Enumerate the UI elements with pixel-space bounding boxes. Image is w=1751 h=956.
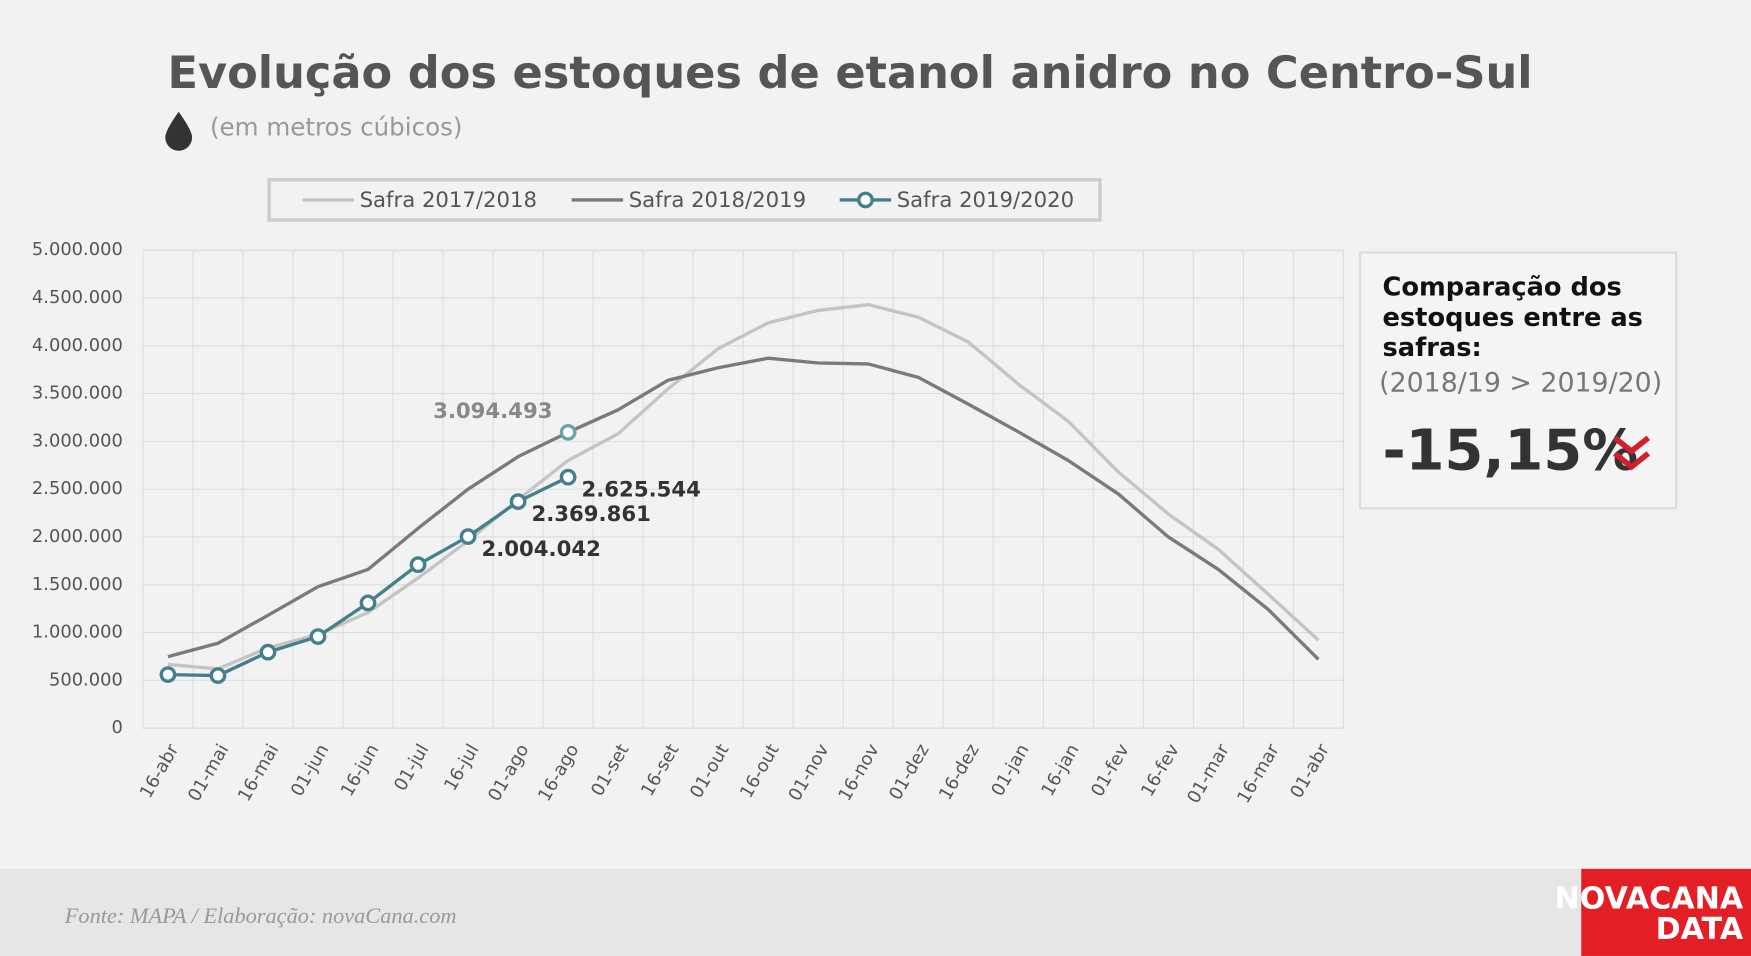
down-chevron (1613, 435, 1651, 455)
y-tick-label: 2.000.000 (32, 526, 123, 547)
panel-note: (2018/19 > 2019/20) (1379, 368, 1662, 399)
marker (459, 528, 477, 545)
y-tick-label: 4.000.000 (32, 335, 123, 356)
marker (259, 643, 277, 661)
panel-change: -15,15% (1382, 419, 1638, 484)
chart-title: Evolução dos estoques de etanol anidro n… (168, 47, 1533, 99)
drop-icon (165, 111, 193, 151)
legend-marker (857, 191, 874, 209)
footer (0, 868, 1751, 956)
data-label: 2.369.861 (531, 502, 650, 527)
legend-items: Safra 2017/2018 Safra 2018/2019 Safra 2019… (302, 188, 1074, 213)
y-tick-label: 2.500.000 (32, 478, 123, 499)
down-chevron (1613, 451, 1651, 471)
y-tick-label: 3.500.000 (32, 383, 123, 404)
panel-heading: estoques entre as (1382, 303, 1642, 333)
panel-heading: Comparação dos (1382, 273, 1621, 303)
y-tick-label: 5.000.000 (32, 239, 123, 260)
footer-source: Fonte: MAPA / Elaboração: novaCana.com (64, 903, 457, 928)
data-label: 2.625.544 (582, 478, 701, 503)
logo-text: DATA (1656, 912, 1744, 947)
logo (1581, 868, 1751, 956)
y-tick-label: 4.500.000 (32, 287, 123, 308)
marker (209, 667, 227, 684)
logo-text: NOVACANA (1555, 882, 1744, 917)
marker (559, 468, 577, 486)
marker (309, 628, 327, 645)
comparison-panel (1359, 251, 1678, 510)
data-label: 3.094.493 (433, 399, 552, 424)
legend-label: Safra 2018/2019 (629, 188, 806, 213)
legend-label: Safra 2017/2018 (360, 188, 537, 213)
marker (509, 493, 527, 510)
y-tick-label: 500.000 (49, 669, 123, 690)
series-line (167, 356, 1320, 661)
marker (409, 556, 427, 574)
marker (359, 594, 377, 612)
panel-heading: safras: (1382, 333, 1481, 363)
data-label: 2.004.042 (481, 537, 600, 562)
y-tick-label: 0 (111, 717, 122, 738)
legend (267, 178, 1102, 222)
marker (159, 666, 177, 683)
legend-label: Safra 2019/2020 (897, 188, 1074, 213)
y-tick-label: 1.000.000 (32, 622, 123, 643)
chart-subtitle: (em metros cúbicos) (210, 112, 463, 141)
y-tick-label: 3.000.000 (32, 430, 123, 451)
series-line (167, 303, 1320, 671)
marker (559, 423, 577, 441)
y-tick-label: 1.500.000 (32, 574, 123, 595)
